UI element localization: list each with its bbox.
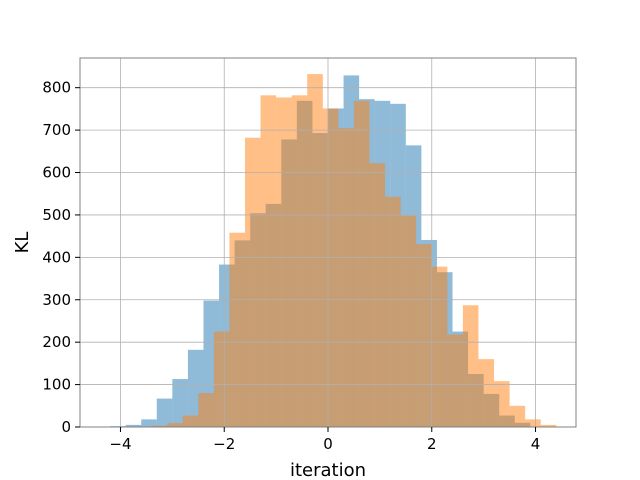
x-tick-label: 0 — [323, 435, 333, 453]
y-tick-label: 100 — [42, 376, 71, 394]
histogram-bar — [525, 419, 541, 427]
histogram-bar — [213, 331, 230, 427]
histogram-bar — [291, 95, 308, 428]
histogram-bar — [353, 100, 370, 428]
histogram-bar — [431, 266, 448, 427]
y-tick-label: 200 — [42, 333, 71, 351]
histogram-bar — [198, 393, 214, 427]
histogram-bars — [110, 74, 557, 428]
x-tick-label: −4 — [109, 435, 131, 453]
x-axis-ticks: −4 −2 0 2 4 — [109, 427, 540, 453]
histogram-bar — [478, 359, 495, 427]
y-axis-label: KL — [12, 232, 33, 254]
x-axis-label: iteration — [290, 460, 366, 480]
histogram-bar — [156, 398, 173, 427]
y-axis-ticks: 0 100 200 300 400 500 600 700 800 — [42, 79, 80, 436]
histogram-bar — [369, 163, 386, 427]
y-tick-label: 400 — [42, 248, 71, 266]
y-tick-label: 0 — [61, 418, 71, 436]
y-tick-label: 800 — [42, 79, 71, 97]
histogram-bar — [509, 405, 526, 427]
y-tick-label: 300 — [42, 291, 71, 309]
y-tick-label: 500 — [42, 206, 71, 224]
histogram-bar — [540, 424, 557, 427]
histogram-bar — [167, 423, 183, 427]
x-tick-label: 4 — [531, 435, 541, 453]
histogram-bar — [141, 419, 157, 427]
histogram-bar — [400, 215, 417, 427]
y-tick-label: 600 — [42, 164, 71, 182]
x-tick-label: 2 — [427, 435, 437, 453]
histogram-bar — [125, 424, 142, 427]
histogram-bar — [322, 108, 339, 427]
histogram-bar — [338, 127, 354, 427]
histogram-bar — [244, 137, 261, 428]
histogram-bar — [385, 196, 401, 427]
histogram-bar — [151, 425, 168, 427]
histogram-bar — [182, 415, 199, 427]
histogram-bar — [172, 379, 188, 427]
histogram-bar — [494, 381, 510, 427]
histogram-bar — [260, 95, 277, 428]
y-tick-label: 700 — [42, 121, 71, 139]
histogram-bar — [229, 232, 245, 427]
histogram-bar — [416, 244, 432, 427]
histogram-bar — [447, 334, 463, 427]
histogram-bar — [307, 74, 323, 427]
histogram-bar — [276, 97, 292, 427]
histogram-bar — [462, 305, 479, 427]
x-tick-label: −2 — [213, 435, 235, 453]
